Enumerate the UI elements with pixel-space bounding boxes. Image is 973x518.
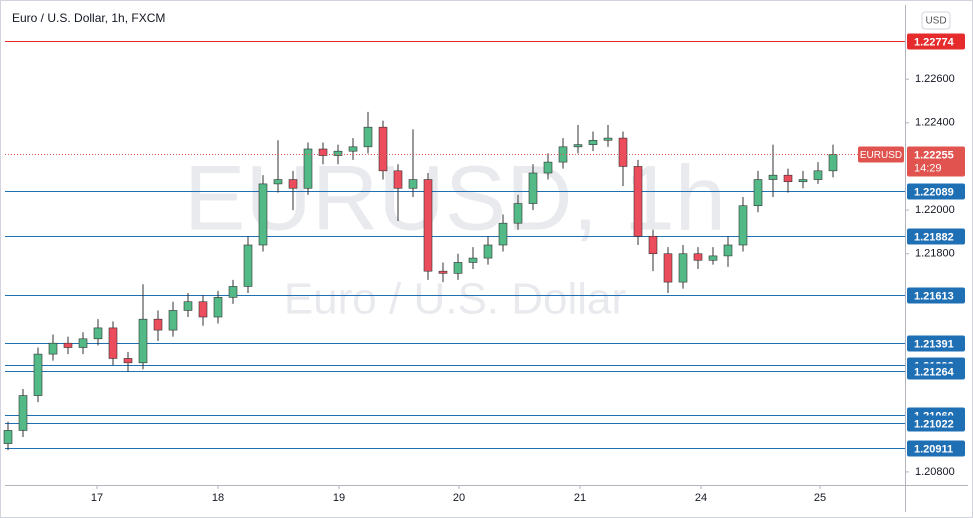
candle-body: [3, 430, 13, 444]
level-label: 1.20911: [914, 443, 953, 455]
candle-body: [453, 262, 463, 274]
x-tick-label: 17: [91, 492, 103, 504]
candle-body: [78, 338, 88, 348]
candle-body: [18, 395, 28, 431]
candle-body: [423, 179, 433, 272]
x-tick-label: 18: [212, 492, 224, 504]
candle-body: [528, 172, 538, 204]
x-tick-label: 20: [453, 492, 465, 504]
candle-body: [408, 179, 418, 189]
candle-body: [183, 301, 193, 311]
candle-body: [708, 255, 718, 261]
candle-body: [363, 126, 373, 148]
candle-body: [48, 342, 58, 355]
level-label-box: [907, 287, 965, 304]
candle-body: [393, 170, 403, 189]
candle-body: [213, 297, 223, 318]
candle-body: [333, 150, 343, 156]
candle-body: [273, 179, 283, 185]
candle-body: [678, 253, 688, 283]
candle-body: [753, 179, 763, 207]
candle-body: [288, 179, 298, 189]
level-label-box: [907, 335, 965, 352]
candle-body: [618, 137, 628, 167]
symbol-label: EURUSD: [860, 150, 902, 161]
currency[interactable]: USD: [925, 16, 946, 27]
y-tick-label: 1.22400: [915, 117, 955, 129]
candle-body: [483, 244, 493, 259]
last-price-box: [907, 146, 965, 177]
candle-body: [588, 139, 598, 145]
currency-box[interactable]: [921, 11, 951, 30]
candle-body: [633, 166, 643, 237]
candle-body: [168, 310, 178, 331]
candle-body: [63, 342, 73, 348]
candle-body: [783, 174, 793, 183]
candle-body: [123, 358, 133, 364]
candle-body: [828, 154, 838, 172]
y-tick-label: 1.22600: [915, 73, 955, 85]
candle-body: [303, 148, 313, 189]
candle-body: [153, 318, 163, 331]
candle-body: [243, 244, 253, 287]
watermark-subtitle: Euro / U.S. Dollar: [284, 275, 626, 324]
candle-body: [348, 146, 358, 152]
level-label: 1.21391: [914, 338, 954, 350]
last-price-label: 1.22255: [914, 149, 954, 161]
candle-body: [738, 205, 748, 246]
candle-body: [498, 222, 508, 246]
level-label-box: [907, 183, 965, 200]
x-tick-label: 24: [695, 492, 707, 504]
candle-body: [663, 253, 673, 283]
candle-body: [648, 235, 658, 255]
candle-body: [513, 203, 523, 224]
candle-body: [93, 327, 103, 340]
symbol-box: [858, 146, 904, 163]
candle-body: [543, 161, 553, 174]
y-tick-label: 1.21800: [915, 248, 955, 260]
countdown: 14:29: [914, 162, 942, 174]
level-label-box: [907, 33, 965, 50]
candle-body: [33, 353, 43, 396]
level-label: 1.21022: [914, 418, 954, 430]
y-tick-label: 1.20800: [915, 466, 955, 478]
level-label-box: [907, 228, 965, 245]
candle-body: [693, 253, 703, 261]
x-tick-label: 25: [814, 492, 826, 504]
x-tick-label: 21: [574, 492, 586, 504]
candle-body: [138, 318, 148, 364]
level-label-box: [907, 440, 965, 457]
candle-body: [603, 137, 613, 141]
candle-body: [813, 170, 823, 180]
level-label-box: [907, 363, 965, 380]
candle-body: [798, 179, 808, 183]
candle-body: [228, 286, 238, 298]
candle-body: [378, 126, 388, 172]
x-tick-label: 19: [333, 492, 345, 504]
level-label: 1.22089: [914, 186, 954, 198]
level-label: 1.22774: [914, 36, 955, 48]
candle-body: [438, 270, 448, 274]
candle-body: [468, 257, 478, 263]
candle-body: [573, 144, 583, 148]
candle-body: [723, 244, 733, 257]
candle-body: [318, 148, 328, 156]
candle-body: [768, 174, 778, 180]
candle-body: [198, 301, 208, 318]
level-label: 1.21882: [914, 231, 954, 243]
level-label-box: [907, 415, 965, 432]
y-tick-label: 1.22000: [915, 204, 955, 216]
candle-body: [108, 327, 118, 359]
level-label: 1.21264: [914, 366, 955, 378]
chart-title: Euro / U.S. Dollar, 1h, FXCM: [12, 11, 165, 25]
candle-body: [258, 183, 268, 246]
level-label: 1.21613: [914, 290, 954, 302]
